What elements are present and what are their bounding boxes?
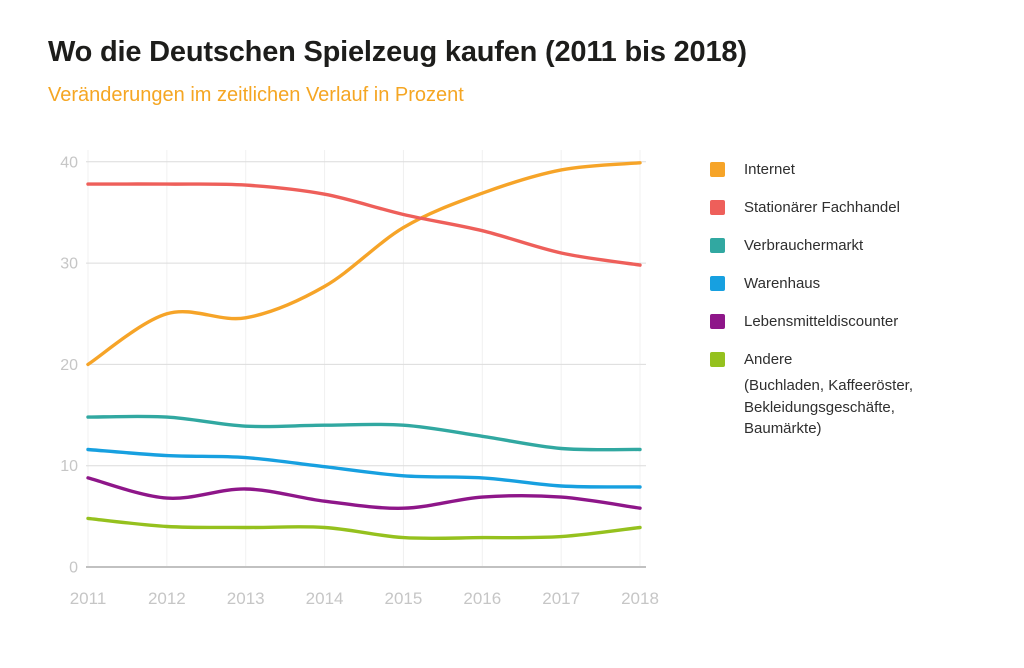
y-tick-label-20: 20	[60, 357, 78, 374]
y-tick-label-10: 10	[60, 458, 78, 475]
x-tick-label-2011: 2011	[70, 589, 107, 608]
line-verbrauchermarkt	[86, 414, 642, 452]
x-tick-label-2015: 2015	[385, 589, 423, 608]
x-tick-label-2014: 2014	[306, 589, 344, 608]
y-tick-label-30: 30	[60, 256, 78, 273]
x-tick-label-2018: 2018	[621, 589, 659, 608]
page-title: Wo die Deutschen Spielzeug kaufen (2011 …	[48, 36, 747, 68]
line-warenhaus	[86, 447, 642, 489]
legend-item-andere: Andere (Buchladen, Kaffeeröster, Bekleidu…	[710, 349, 1010, 440]
y-tick-label-0: 0	[69, 560, 78, 577]
legend-note: (Buchladen, Kaffeeröster, Bekleidungsges…	[744, 377, 913, 437]
x-tick-label-2012: 2012	[148, 589, 186, 608]
legend-item-lebensmitteldiscounter: Lebensmitteldiscounter	[710, 311, 1010, 332]
line-stationaerer-fachhandel	[86, 182, 642, 267]
legend-label: Lebensmitteldiscounter	[744, 313, 899, 330]
legend-label: Internet	[744, 161, 795, 178]
legend: Internet Stationärer Fachhandel Verbrauche…	[710, 159, 1010, 457]
legend-label: Warenhaus	[744, 275, 821, 292]
line-internet	[86, 161, 642, 367]
legend-swatch-internet	[710, 162, 725, 177]
legend-item-verbrauchermarkt: Verbrauchermarkt	[710, 235, 1010, 256]
y-tick-label-40: 40	[60, 154, 78, 171]
legend-item-stationaerer-fachhandel: Stationärer Fachhandel	[710, 197, 1010, 218]
legend-swatch-verbrauchermarkt	[710, 238, 725, 253]
legend-label: Stationärer Fachhandel	[744, 199, 900, 216]
line-lebensmitteldiscounter	[86, 476, 642, 510]
x-tick-label-2017: 2017	[542, 589, 580, 608]
legend-item-warenhaus: Warenhaus	[710, 273, 1010, 294]
x-tick-label-2013: 2013	[227, 589, 265, 608]
legend-swatch-andere	[710, 352, 725, 367]
legend-item-internet: Internet	[710, 159, 1010, 180]
legend-swatch-warenhaus	[710, 276, 725, 291]
x-tick-label-2016: 2016	[463, 589, 501, 608]
legend-label: Verbrauchermarkt	[744, 237, 864, 254]
chart-subtitle: Veränderungen im zeitlichen Verlauf in P…	[48, 84, 464, 106]
legend-swatch-stationaerer-fachhandel	[710, 200, 725, 215]
line-andere	[86, 516, 642, 541]
legend-label: Andere	[744, 351, 793, 368]
legend-swatch-lebensmitteldiscounter	[710, 314, 725, 329]
